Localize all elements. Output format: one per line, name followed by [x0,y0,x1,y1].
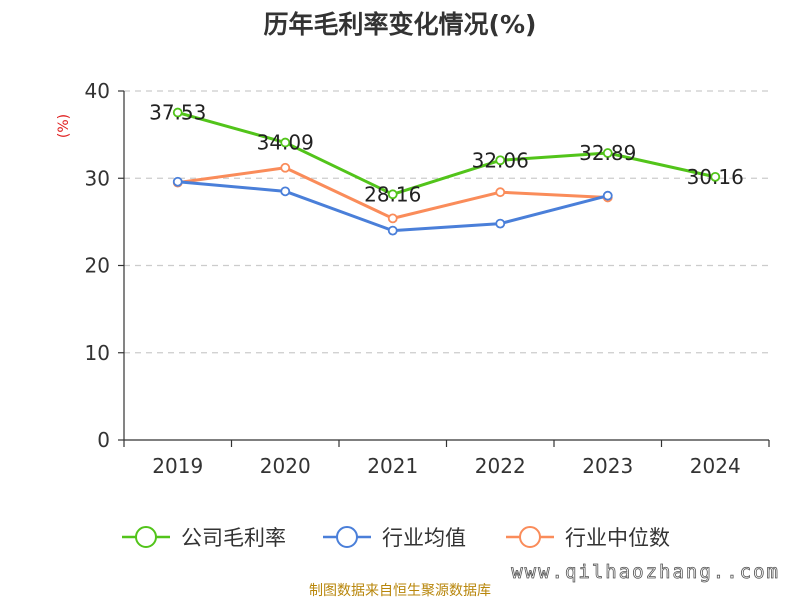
x-tick-label-2019: 2019 [152,454,203,478]
y-axis-unit-label: (%) [56,114,72,138]
legend-marker-icon [519,526,541,548]
data-point [280,137,291,148]
data-label: 30.16 [687,165,744,189]
data-point [495,155,506,166]
legend-label: 行业均值 [382,526,466,550]
legend-item-2[interactable]: 行业中位数 [506,526,670,550]
chart-title: 历年毛利率变化情况(%) [264,10,537,39]
data-point [172,107,183,118]
y-tick-label: 20 [85,254,110,278]
series-line-0 [177,111,716,196]
data-point [602,148,613,158]
data-point [280,186,291,197]
data-label: 28.16 [364,182,421,206]
watermark: www.qilhaozhang..com [511,561,780,583]
data-point [495,218,506,229]
axes: 0 10 20 30 40 2019 2020 2021 2022 2023 2024 [85,79,770,478]
data-point [495,187,506,198]
legend-marker-icon [336,526,358,548]
data-label: 34.09 [257,131,314,155]
data-label: 32.89 [579,141,636,165]
data-labels: 37.53 34.09 28.16 32.06 32.89 30.16 [149,101,744,207]
data-point [710,171,721,182]
legend-marker-icon [135,526,157,548]
x-tick-label-2020: 2020 [260,454,311,478]
data-label: 37.53 [149,101,206,125]
x-tick-label-2024: 2024 [690,454,741,478]
data-point [602,190,613,201]
data-point [387,225,398,236]
y-tick-label: 10 [85,341,110,365]
x-tick-label-2023: 2023 [582,454,633,478]
legend-label: 行业中位数 [565,526,670,550]
y-tick-label: 0 [97,428,110,452]
y-tick-label: 30 [85,166,110,190]
series-lines [172,107,721,236]
x-tick-label-2022: 2022 [475,454,526,478]
data-point [172,176,183,187]
grid-lines [124,90,769,354]
source-note: 制图数据来自恒生聚源数据库 [309,583,491,599]
legend[interactable]: 公司毛利率 行业均值 行业中位数 [122,526,670,550]
x-tick-label-2021: 2021 [367,454,418,478]
data-point [387,213,398,224]
data-point [387,189,398,200]
data-point [280,162,291,173]
legend-label: 公司毛利率 [181,526,286,550]
y-tick-label: 40 [85,79,110,103]
legend-item-0[interactable]: 公司毛利率 [122,526,286,550]
legend-item-1[interactable]: 行业均值 [323,526,466,550]
data-label: 32.06 [472,148,529,172]
